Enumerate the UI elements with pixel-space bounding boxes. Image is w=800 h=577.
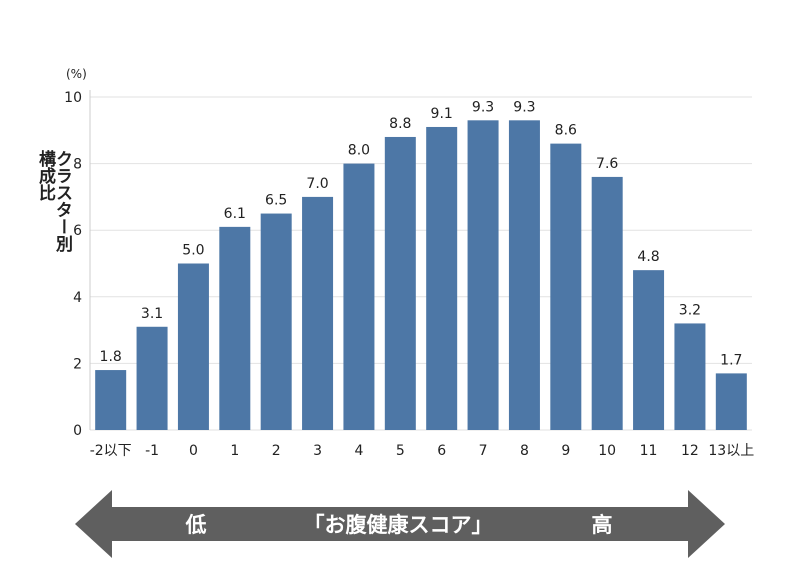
value-labels: 1.8 3.1 5.0 6.1 6.5 7.0 8.0 8.8 9.1 9.3 9.3 8.6 7.6 4… (100, 99, 743, 368)
y-tick-labels: 0 2 4 6 8 10 (64, 90, 82, 439)
x-tick-label: 9 (561, 443, 570, 459)
y-tick-label: 8 (73, 157, 82, 173)
y-axis-label: クラスター別 構成比 (35, 150, 72, 252)
bar-value-label: 9.3 (513, 99, 535, 115)
x-tick-label: 1 (230, 443, 239, 459)
arrow-high-label: 高 (592, 513, 613, 537)
bar (508, 120, 540, 430)
bar (674, 323, 706, 430)
y-tick-label: 0 (73, 423, 82, 439)
x-tick-label: 3 (313, 443, 322, 459)
bar (177, 263, 209, 430)
arrow-low-label: 低 (185, 513, 207, 537)
x-tick-label: 5 (396, 443, 405, 459)
bar (467, 120, 499, 430)
bar-value-label: 4.8 (637, 249, 659, 265)
bar-value-label: 6.1 (224, 206, 246, 222)
y-axis-label-line-1: クラスター別 (52, 150, 72, 252)
bar-value-label: 8.6 (555, 123, 577, 139)
x-tick-label: 7 (479, 443, 488, 459)
bar (260, 213, 292, 430)
arrow-center-label: 「お腹健康スコア」 (304, 513, 493, 537)
bar (591, 176, 623, 430)
bar-value-label: 8.8 (389, 116, 411, 132)
x-tick-label: 13以上 (708, 443, 754, 459)
bar-value-label: 6.5 (265, 193, 287, 209)
bar (95, 370, 127, 430)
score-arrow: 低 「お腹健康スコア」 高 (75, 490, 725, 558)
y-tick-label: 2 (73, 356, 82, 372)
bar-value-label: 1.8 (100, 349, 122, 365)
x-tick-label: 0 (189, 443, 198, 459)
bar (384, 136, 416, 430)
bar-value-label: 7.6 (596, 156, 618, 172)
y-tick-label: 4 (73, 290, 82, 306)
bar (715, 373, 747, 430)
y-axis-unit: (%) (66, 67, 87, 81)
x-tick-label: 10 (598, 443, 616, 459)
x-tick-label: 6 (437, 443, 446, 459)
bar (219, 226, 251, 430)
bar-value-label: 9.3 (472, 99, 494, 115)
bar (136, 326, 168, 430)
x-tick-label: 11 (640, 443, 658, 459)
bar-value-label: 3.2 (679, 302, 701, 318)
y-tick-label: 10 (64, 90, 82, 106)
bar-value-label: 8.0 (348, 143, 370, 159)
bar-value-label: 1.7 (720, 352, 742, 368)
bar-value-label: 9.1 (431, 106, 453, 122)
x-tick-label: -1 (145, 443, 159, 459)
bar-value-label: 3.1 (141, 306, 163, 322)
x-tick-labels: -2以下 -1 0 1 2 3 4 5 6 7 8 9 10 11 12 13以上 (90, 443, 755, 459)
x-tick-label: 4 (354, 443, 363, 459)
bar (426, 126, 458, 430)
x-tick-label: 2 (272, 443, 281, 459)
bar-value-label: 7.0 (306, 176, 328, 192)
bar (343, 163, 375, 430)
y-axis-label-line-2: 構成比 (35, 150, 55, 201)
bars (95, 120, 747, 430)
bar (633, 270, 665, 430)
x-tick-label: 8 (520, 443, 529, 459)
double-arrow-icon (75, 490, 725, 558)
bar-value-label: 5.0 (182, 243, 204, 259)
y-tick-label: 6 (73, 223, 82, 239)
bar (302, 196, 334, 430)
bar (550, 143, 582, 430)
x-tick-label: 12 (681, 443, 699, 459)
x-tick-label: -2以下 (90, 443, 132, 459)
